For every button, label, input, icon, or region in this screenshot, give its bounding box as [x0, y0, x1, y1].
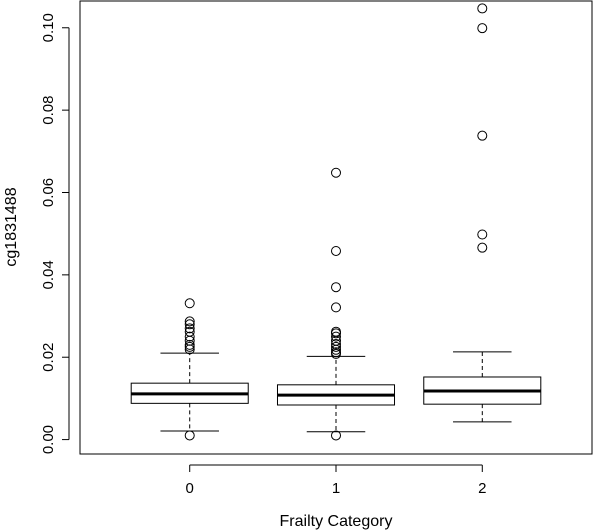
outlier-point — [184, 316, 195, 327]
y-tick-label: 0.10 — [40, 13, 57, 42]
outlier-point — [331, 326, 341, 337]
x-axis: 0 1 2 — [186, 464, 486, 497]
outlier-point — [331, 282, 341, 293]
outlier-point — [477, 3, 488, 14]
outlier-point — [184, 331, 195, 342]
outlier-point — [331, 339, 341, 350]
y-tick-label: 0.00 — [40, 425, 57, 454]
outlier-point — [184, 326, 195, 337]
y-axis: 0.00 0.02 0.04 0.06 0.08 0.10 — [40, 13, 70, 454]
outlier-point — [477, 130, 488, 141]
outlier-point — [477, 242, 488, 253]
outlier-point — [184, 323, 195, 334]
outlier-point — [331, 302, 341, 313]
outlier-point — [331, 341, 341, 352]
outlier-point — [184, 339, 195, 350]
boxes-layer — [130, 3, 542, 441]
outlier-point — [184, 430, 195, 441]
y-tick-label: 0.06 — [40, 178, 57, 207]
x-axis-label: Frailty Category — [280, 513, 393, 530]
y-axis-label: cg1831488 — [3, 187, 20, 266]
outlier-point — [184, 319, 195, 330]
plot-frame — [79, 0, 593, 455]
outlier-point — [477, 229, 488, 240]
y-tick-label: 0.04 — [40, 260, 57, 289]
outlier-point — [331, 430, 341, 441]
outlier-point — [184, 298, 195, 309]
outlier-point — [331, 347, 341, 358]
box-group-2 — [423, 3, 542, 423]
box-group-0 — [130, 298, 249, 441]
y-tick-label: 0.08 — [40, 96, 57, 125]
box-group-1 — [276, 167, 396, 441]
outlier-point — [331, 167, 341, 178]
x-tick-label: 1 — [332, 480, 340, 497]
outlier-point — [331, 331, 341, 342]
x-tick-label: 0 — [186, 480, 194, 497]
y-tick-label: 0.02 — [40, 343, 57, 372]
outlier-point — [477, 23, 488, 34]
outlier-point — [331, 245, 341, 256]
x-tick-label: 2 — [478, 480, 486, 497]
